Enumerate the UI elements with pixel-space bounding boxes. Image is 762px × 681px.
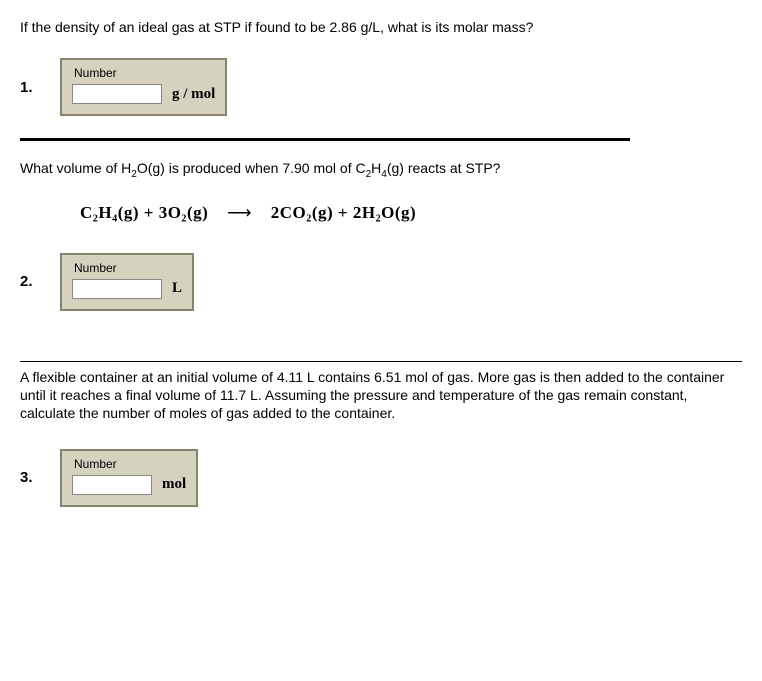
equation-rhs: 2CO₂(g) + 2H₂O(g) xyxy=(271,203,416,222)
question-3-prompt: A flexible container at an initial volum… xyxy=(20,368,742,423)
answer-input-3[interactable] xyxy=(72,475,152,495)
question-2-equation: C₂H₄(g) + 3O₂(g) ⟶ 2CO₂(g) + 2H₂O(g) xyxy=(80,203,742,223)
divider-2 xyxy=(20,361,742,362)
answer-unit-1: g / mol xyxy=(172,86,215,103)
q2-text-4: (g) reacts at STP? xyxy=(387,160,501,176)
answer-box-1: Number g / mol xyxy=(60,58,227,116)
question-2-prompt: What volume of H2O(g) is produced when 7… xyxy=(20,159,742,181)
answer-box-2-label: Number xyxy=(72,261,182,275)
answer-unit-2: L xyxy=(172,280,182,297)
equation-arrow-icon: ⟶ xyxy=(227,203,252,223)
answer-input-2[interactable] xyxy=(72,279,162,299)
question-1-prompt: If the density of an ideal gas at STP if… xyxy=(20,18,742,36)
answer-box-2: Number L xyxy=(60,253,194,311)
answer-box-3-label: Number xyxy=(72,457,186,471)
answer-unit-3: mol xyxy=(162,476,186,493)
answer-box-1-input-row: g / mol xyxy=(72,84,215,104)
question-3-number: 3. xyxy=(20,469,40,486)
q2-text-3: H xyxy=(371,160,381,176)
answer-box-1-label: Number xyxy=(72,66,215,80)
answer-box-3: Number mol xyxy=(60,449,198,507)
q2-text-1: What volume of H xyxy=(20,160,131,176)
question-1-number: 1. xyxy=(20,79,40,96)
q2-text-2: O(g) is produced when 7.90 mol of C xyxy=(137,160,366,176)
answer-box-3-input-row: mol xyxy=(72,475,186,495)
answer-box-2-input-row: L xyxy=(72,279,182,299)
question-2-answer-row: 2. Number L xyxy=(20,253,742,311)
question-2-number: 2. xyxy=(20,273,40,290)
question-1-answer-row: 1. Number g / mol xyxy=(20,58,742,116)
question-3-answer-row: 3. Number mol xyxy=(20,449,742,507)
answer-input-1[interactable] xyxy=(72,84,162,104)
equation-lhs: C₂H₄(g) + 3O₂(g) xyxy=(80,203,208,222)
divider-1 xyxy=(20,138,630,141)
